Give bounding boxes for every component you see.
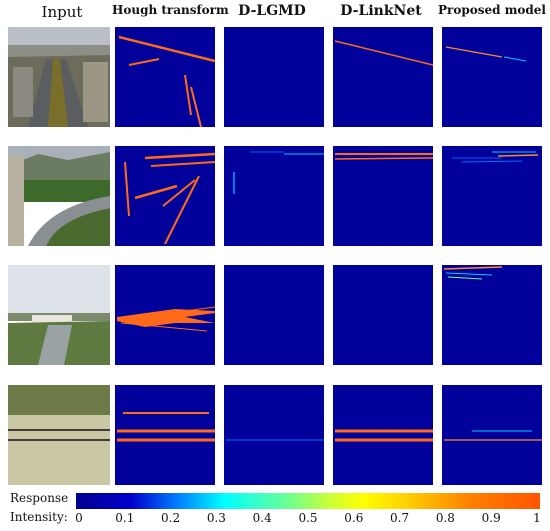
proposed-output-row2 — [442, 146, 542, 246]
dlgmd-output-row3 — [224, 265, 324, 365]
colorbar-tick-label: 0.6 — [344, 511, 364, 525]
dlinknet-output-row4 — [333, 385, 433, 485]
colorbar-tick-label: 0.7 — [390, 511, 410, 525]
dlgmd-output-row4 — [224, 385, 324, 485]
colorbar-tick-label: 0.3 — [206, 511, 226, 525]
column-header-dlgmd: D-LGMD — [238, 3, 306, 19]
input-image-row4 — [8, 385, 110, 485]
dlinknet-output-row1 — [333, 27, 433, 127]
colorbar-tick-label: 0.1 — [115, 511, 135, 525]
hough-output-row2 — [115, 146, 215, 246]
colorbar-tick-label: 0.4 — [252, 511, 272, 525]
proposed-output-row1 — [442, 27, 542, 127]
colorbar-label-line2: Intensity: — [10, 510, 68, 524]
hough-output-row3 — [115, 265, 215, 365]
input-image-row1 — [8, 27, 110, 127]
hough-output-row1 — [115, 27, 215, 127]
dlinknet-output-row2 — [333, 146, 433, 246]
input-image-row3 — [8, 265, 110, 365]
proposed-output-row4 — [442, 385, 542, 485]
colorbar — [76, 493, 540, 509]
column-header-dlinknet: D-LinkNet — [340, 3, 422, 19]
column-header-input: Input — [41, 3, 83, 21]
column-header-hough: Hough transform — [112, 3, 229, 17]
hough-output-row4 — [115, 385, 215, 485]
colorbar-tick-label: 1 — [533, 511, 541, 525]
colorbar-tick-label: 0.2 — [161, 511, 181, 525]
input-image-row2 — [8, 146, 110, 246]
colorbar-tick-label: 0.5 — [298, 511, 318, 525]
dlgmd-output-row1 — [224, 27, 324, 127]
colorbar-tick-label: 0.8 — [435, 511, 455, 525]
column-header-proposed: Proposed model — [438, 3, 546, 17]
colorbar-label-line1: Response — [10, 491, 69, 505]
colorbar-tick-label: 0.9 — [481, 511, 501, 525]
dlinknet-output-row3 — [333, 265, 433, 365]
colorbar-tick-label: 0 — [75, 511, 83, 525]
dlgmd-output-row2 — [224, 146, 324, 246]
proposed-output-row3 — [442, 265, 542, 365]
